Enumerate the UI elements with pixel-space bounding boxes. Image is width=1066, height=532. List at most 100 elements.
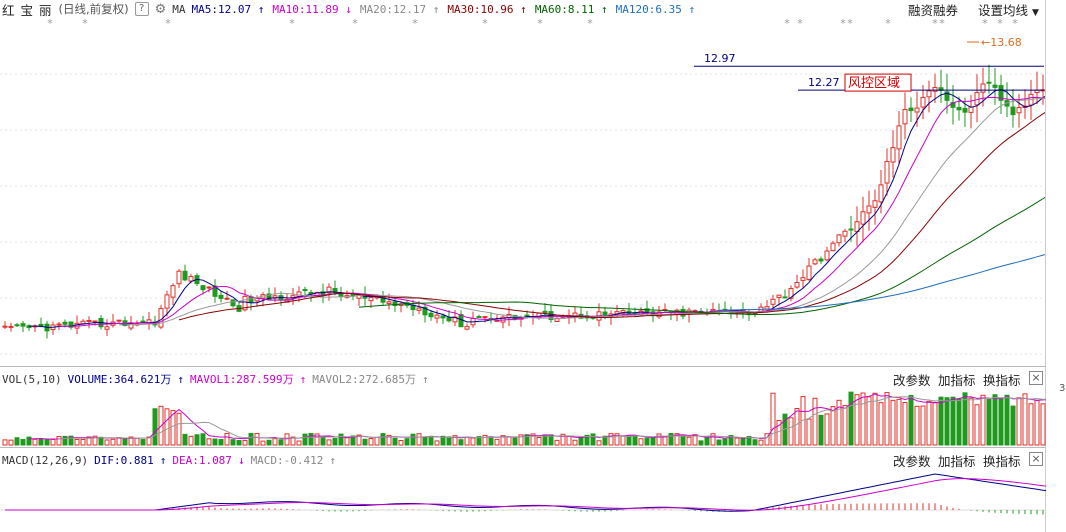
volume-bar <box>374 437 380 446</box>
volume-bar <box>44 439 50 446</box>
volume-bar <box>212 438 218 446</box>
candle-body <box>914 107 920 113</box>
ma-items: MA5:12.07 ↑ MA10:11.89 ↓ MA20:12.17 ↑ MA30:… <box>192 3 704 16</box>
event-marker: * <box>1012 18 1018 30</box>
candle-body <box>818 258 824 262</box>
volume-bar <box>494 438 500 446</box>
volume-bar <box>920 405 926 446</box>
help-icon[interactable]: ? <box>134 2 149 16</box>
event-marker: * <box>997 18 1003 30</box>
volume-bar <box>194 434 200 446</box>
candle-body <box>476 316 482 319</box>
candle-body <box>440 315 446 319</box>
volume-bar <box>806 418 812 446</box>
volume-bar <box>848 391 854 446</box>
mavol1-value: MAVOL1:287.599万 <box>189 373 294 386</box>
volume-bar <box>1034 399 1040 446</box>
volume-bar <box>362 438 368 446</box>
volume-bar <box>170 410 176 446</box>
volume-bar <box>248 432 254 446</box>
volume-bar <box>596 440 602 446</box>
volume-bar <box>800 396 806 446</box>
candle-body <box>200 285 206 291</box>
volume-bar <box>1022 393 1028 446</box>
macd-add-indicator-button[interactable]: 加指标 <box>938 454 976 469</box>
macd-chart[interactable] <box>0 466 1046 532</box>
macd-header: MACD(12,26,9) DIF:0.881 ↑ DEA:1.087 ↓ MA… <box>2 451 342 469</box>
candle-body <box>788 287 794 299</box>
vol-switch-indicator-button[interactable]: 换指标 <box>983 373 1021 388</box>
volume-bar <box>650 436 656 446</box>
volume-bar <box>122 437 128 446</box>
volume-bar <box>32 438 38 446</box>
volume-bar <box>590 433 596 446</box>
volume-bar <box>470 437 476 446</box>
volume-bar <box>512 436 518 446</box>
candle-body <box>794 282 800 288</box>
gear-icon[interactable]: ⚙ <box>154 1 167 17</box>
candle-body <box>554 318 560 323</box>
volume-bar <box>620 435 626 446</box>
volume-bar <box>146 436 152 446</box>
volume-bar <box>242 440 248 446</box>
volume-bar <box>632 435 638 446</box>
ma5-line <box>28 88 1046 328</box>
chart-header: 红 宝 丽 (日线,前复权) ? ⚙ MA MA5:12.07 ↑ MA10:11… <box>2 0 1042 18</box>
volume-bar <box>482 434 488 446</box>
candle-body <box>848 228 854 231</box>
macd-switch-indicator-button[interactable]: 换指标 <box>983 454 1021 469</box>
dea-arrow-icon: ↓ <box>237 453 245 467</box>
candle-body <box>896 125 902 150</box>
volume-bar <box>338 433 344 446</box>
candle-body <box>962 107 968 113</box>
margin-trading-button[interactable]: 融资融券 <box>908 3 959 18</box>
candle-body <box>302 288 308 291</box>
candle-body <box>524 314 530 317</box>
volume-bar <box>602 435 608 446</box>
event-marker: * <box>412 18 418 30</box>
volume-bar <box>908 394 914 446</box>
set-ma-button[interactable]: 设置均线 ▼ <box>978 0 1039 19</box>
candle-body <box>14 324 20 327</box>
vol-edit-params-button[interactable]: 改参数 <box>893 373 931 388</box>
candle-body <box>1010 106 1016 116</box>
volume-bar <box>14 437 20 446</box>
volume-bar <box>20 439 26 446</box>
vol-add-indicator-button[interactable]: 加指标 <box>938 373 976 388</box>
volume-bar <box>770 392 776 446</box>
candle-body <box>902 108 908 125</box>
volume-bar <box>272 438 278 446</box>
volume-bar <box>224 433 230 446</box>
candle-body <box>176 270 182 285</box>
candle-body <box>140 320 146 323</box>
volume-bar <box>380 433 386 446</box>
panel-divider <box>0 366 1046 367</box>
dif-arrow-icon: ↑ <box>159 453 167 467</box>
candle-body <box>542 310 548 314</box>
volume-bar <box>926 400 932 446</box>
volume-bar <box>86 436 92 446</box>
volume-bar <box>944 397 950 446</box>
volume-bar <box>236 439 242 446</box>
ma60-line <box>358 196 1046 316</box>
volume-chart[interactable] <box>0 386 1046 446</box>
dif-value: DIF:0.881 <box>94 453 154 467</box>
risk-zone-box <box>844 73 912 92</box>
volume-bar <box>104 439 110 446</box>
event-marker: * <box>982 18 988 30</box>
candle-body <box>836 234 842 244</box>
volume-bar <box>290 436 296 446</box>
candle-body <box>884 160 890 184</box>
volume-bar <box>500 435 506 446</box>
vol-close-icon[interactable]: × <box>1029 371 1043 385</box>
macd-edit-params-button[interactable]: 改参数 <box>893 454 931 469</box>
macd-close-icon[interactable]: × <box>1029 452 1043 466</box>
period-label: (日线,前复权) <box>58 2 129 16</box>
candle-body <box>992 84 998 88</box>
candle-body <box>212 285 218 297</box>
volume-bar <box>974 404 980 446</box>
candle-body <box>296 291 302 297</box>
volume-arrow-icon: ↑ <box>177 372 184 386</box>
volume-bar <box>614 433 620 446</box>
